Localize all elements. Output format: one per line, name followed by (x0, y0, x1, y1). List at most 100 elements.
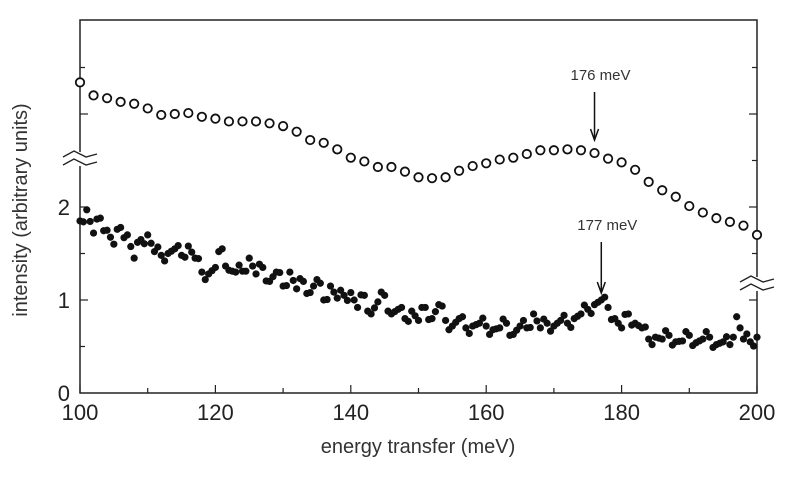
filled-circle-point (343, 296, 352, 305)
filled-circle-point (83, 206, 91, 214)
filled-circle-point (618, 324, 626, 332)
filled-circle-point (194, 255, 203, 263)
open-circle-point (264, 118, 275, 129)
filled-circle-point (218, 245, 226, 253)
open-circle-point (670, 191, 681, 202)
filled-circle-point (117, 223, 125, 232)
y-axis-label: intensity (arbitrary units) (10, 103, 32, 316)
open-circle-point (738, 220, 749, 231)
filled-circle-point (106, 233, 115, 241)
open-circle-point (291, 126, 302, 137)
filled-circle-point (211, 263, 219, 272)
filled-circle-point (154, 243, 162, 251)
filled-circle-point (438, 302, 446, 310)
filled-circle-point (475, 319, 484, 327)
open-circle-point (454, 165, 465, 176)
filled-circle-point (658, 335, 666, 343)
filled-circle-point (198, 268, 206, 276)
filled-circle-point (699, 335, 707, 343)
filled-circle-point (567, 323, 575, 332)
open-circle-point (101, 93, 113, 104)
filled-circle-point (326, 282, 335, 290)
filled-circle-point (103, 226, 111, 234)
x-tick-label: 140 (332, 400, 369, 425)
filled-circle-point (299, 277, 308, 285)
filled-circle-point (733, 313, 741, 321)
arrow-head-icon (589, 128, 600, 143)
open-circle-point (535, 145, 546, 156)
filled-circle-point (719, 338, 727, 346)
filled-circle-point (96, 214, 104, 222)
filled-circle-point (79, 218, 87, 226)
open-circle-point (169, 108, 180, 120)
filled-circle-point (736, 324, 744, 332)
axis-break-left (62, 158, 98, 166)
arrow-head-icon (596, 281, 606, 296)
open-circle-point (589, 147, 600, 159)
filled-circle-point (259, 263, 267, 272)
open-circle-point (616, 157, 627, 168)
y-tick-label: 0 (58, 381, 70, 406)
filled-circle-point (347, 288, 355, 297)
filled-circle-point (89, 229, 98, 237)
filled-circle-point (86, 217, 94, 226)
filled-circle-point (685, 331, 693, 339)
filled-circle-point (648, 341, 656, 349)
filled-circle-point (482, 322, 490, 330)
open-circle-point (697, 207, 708, 218)
open-circle-point (494, 154, 505, 165)
open-circle-point (372, 161, 383, 173)
open-circle-point (156, 109, 167, 121)
filled-circle-point (739, 335, 748, 343)
filled-circle-point (184, 242, 192, 250)
open-circle-point (115, 96, 126, 108)
filled-circle-point (370, 304, 379, 312)
filled-circle-point (601, 293, 609, 301)
open-circle-point (481, 158, 492, 169)
filled-circle-point (462, 324, 470, 332)
open-circle-point (237, 116, 248, 127)
open-circle-point (630, 164, 641, 175)
open-circle-point (386, 161, 397, 173)
filled-circle-point (110, 240, 118, 248)
filled-circle-point (242, 267, 250, 275)
filled-circle-point (127, 242, 135, 251)
x-tick-label: 120 (197, 400, 234, 425)
y-tick-label: 1 (58, 288, 70, 313)
filled-circle-point (282, 281, 291, 290)
open-circle-point (332, 144, 343, 155)
filled-circle-point (665, 331, 673, 339)
axis-break-left (62, 150, 98, 158)
filled-circle-point (519, 316, 528, 325)
filled-circle-point (174, 241, 182, 250)
filled-circle-point (201, 275, 209, 284)
filled-circle-point (678, 337, 687, 345)
filled-circle-point (404, 317, 412, 325)
x-tick-label: 180 (603, 400, 640, 425)
axis-break-right-mask (741, 277, 773, 291)
filled-circle-point (496, 324, 504, 332)
filled-circle-point (289, 276, 297, 285)
open-circle-point (562, 144, 573, 155)
filled-circle-point (587, 309, 595, 318)
filled-circle-point (431, 308, 440, 316)
open-circle-point (183, 107, 194, 119)
open-circle-point (359, 156, 370, 167)
filled-circle-point (546, 327, 555, 335)
filled-circle-point (441, 316, 450, 325)
filled-circle-point (502, 319, 511, 327)
filled-circle-point (144, 231, 152, 239)
filled-circle-point (726, 341, 734, 349)
filled-circle-point (604, 303, 612, 312)
filled-circle-point (421, 303, 429, 312)
open-circle-point (440, 172, 451, 183)
filled-circle-point (353, 303, 362, 312)
open-circle-point (142, 103, 153, 114)
filled-circle-point (249, 262, 257, 270)
filled-circle-point (624, 310, 632, 318)
filled-circle-point (157, 251, 165, 259)
filled-circle-point (340, 291, 348, 299)
filled-circle-point (645, 335, 653, 343)
filled-circle-point (367, 310, 375, 318)
